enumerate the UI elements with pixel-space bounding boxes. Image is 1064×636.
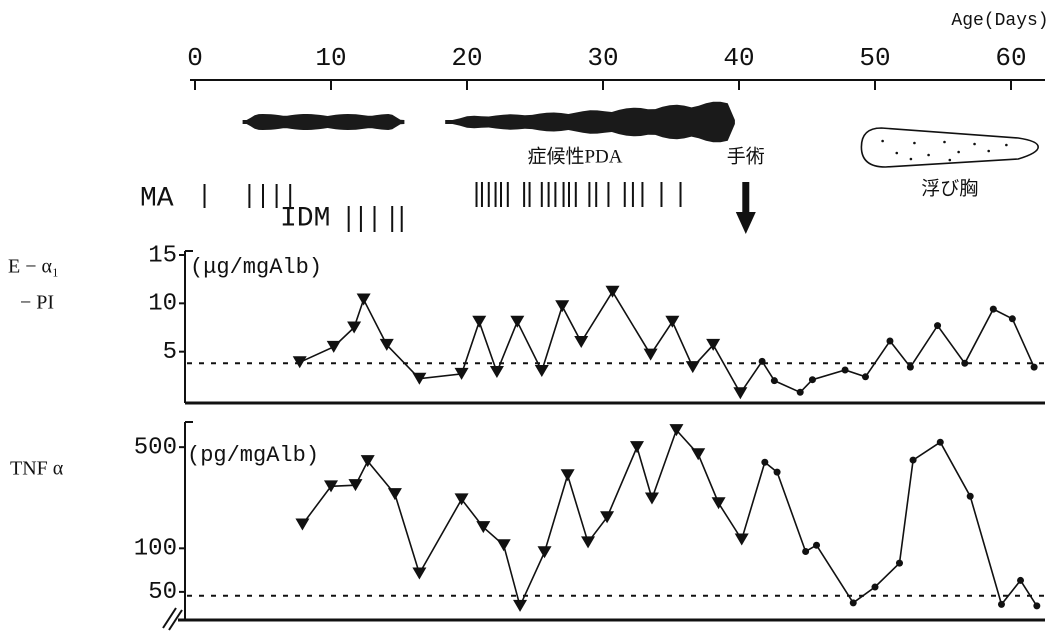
- y-tick-label: 50: [148, 579, 177, 606]
- pda-period: [243, 114, 405, 130]
- data-point: [1033, 602, 1040, 609]
- x-tick-label: 60: [995, 43, 1026, 73]
- data-point: [761, 459, 768, 466]
- chart: Age(Days) 0 10 20 30 40 50 60 症候性PDA 手術浮び胸 MA IDM E …: [0, 0, 1064, 636]
- data-point: [490, 366, 504, 378]
- data-point: [910, 457, 917, 464]
- data-point: [600, 511, 614, 523]
- data-point: [686, 361, 700, 373]
- effusion-dot: [943, 141, 946, 144]
- data-point: [896, 560, 903, 567]
- y-tick-label: 500: [134, 434, 177, 461]
- data-point: [934, 322, 941, 329]
- effusion-dot: [1005, 144, 1008, 147]
- data-point: [759, 358, 766, 365]
- data-point: [538, 546, 552, 558]
- data-point: [645, 492, 659, 504]
- pda-period: [445, 102, 735, 142]
- data-point: [497, 539, 511, 551]
- data-point: [802, 548, 809, 555]
- data-point: [797, 389, 804, 396]
- data-point: [295, 519, 309, 531]
- surgery-label: 手術: [727, 145, 765, 167]
- data-point: [574, 336, 588, 348]
- data-point: [771, 377, 778, 384]
- data-point: [644, 349, 658, 361]
- data-point: [472, 316, 486, 328]
- data-point: [412, 567, 426, 579]
- data-point: [774, 469, 781, 476]
- effusion-dot: [913, 142, 916, 145]
- x-tick-label: 20: [451, 43, 482, 73]
- effusion-dot: [910, 158, 913, 161]
- effusion-dot: [957, 151, 960, 154]
- data-point: [669, 424, 683, 436]
- x-tick-label: 50: [859, 43, 890, 73]
- effusion-dot: [949, 159, 952, 162]
- data-point: [735, 534, 749, 546]
- data-point: [967, 493, 974, 500]
- y-axis-label: E − α₁: [8, 256, 59, 278]
- data-point: [990, 306, 997, 313]
- data-point: [581, 536, 595, 548]
- effusion-dot: [987, 150, 990, 153]
- axis-break: [163, 608, 176, 628]
- x-tick-label: 40: [723, 43, 754, 73]
- surgery-arrow-head: [736, 212, 756, 234]
- data-point: [561, 469, 575, 481]
- data-point: [809, 376, 816, 383]
- y-tick-label: 10: [148, 291, 177, 318]
- data-point: [606, 286, 620, 298]
- x-tick-label: 0: [187, 43, 203, 73]
- data-point: [510, 316, 524, 328]
- data-point: [961, 360, 968, 367]
- data-point: [998, 601, 1005, 608]
- data-point: [907, 364, 914, 371]
- effusion-label: 浮び胸: [921, 177, 978, 199]
- data-point: [357, 293, 371, 305]
- data-point: [842, 367, 849, 374]
- data-point: [862, 373, 869, 380]
- x-axis-label: Age(Days): [951, 11, 1048, 31]
- effusion-dot: [895, 152, 898, 155]
- data-point: [850, 599, 857, 606]
- data-point: [937, 439, 944, 446]
- data-point: [513, 600, 527, 612]
- data-point: [886, 338, 893, 345]
- data-point: [1031, 364, 1038, 371]
- effusion-dot: [973, 143, 976, 146]
- data-point: [630, 441, 644, 453]
- y-tick-label: 100: [134, 536, 177, 563]
- data-point: [388, 488, 402, 500]
- data-point: [872, 584, 879, 591]
- unit-label: (pg/mgAlb): [187, 443, 319, 468]
- data-point: [1009, 315, 1016, 322]
- effusion-dot: [881, 140, 884, 143]
- data-point: [535, 365, 549, 377]
- data-point: [293, 356, 307, 368]
- data-line: [300, 292, 1034, 394]
- data-point: [555, 300, 569, 312]
- data-point: [813, 542, 820, 549]
- x-tick-label: 30: [587, 43, 618, 73]
- x-tick-label: 10: [315, 43, 346, 73]
- data-point: [327, 341, 341, 353]
- data-point: [733, 387, 747, 399]
- data-point: [1017, 577, 1024, 584]
- data-point: [455, 493, 469, 505]
- ma-label: MA: [140, 183, 174, 214]
- unit-label: (μg/mgAlb): [190, 255, 322, 280]
- data-point: [665, 316, 679, 328]
- effusion-dot: [927, 154, 930, 157]
- idm-label: IDM: [280, 203, 330, 234]
- data-point: [691, 448, 705, 460]
- y-axis-label: TNF α: [10, 458, 64, 480]
- pda-label: 症候性PDA: [527, 145, 622, 167]
- y-tick-label: 5: [163, 339, 177, 366]
- data-point: [361, 455, 375, 467]
- data-point: [712, 497, 726, 509]
- data-line: [302, 430, 1036, 606]
- y-tick-label: 15: [148, 242, 177, 269]
- y-axis-label: − PI: [20, 292, 54, 314]
